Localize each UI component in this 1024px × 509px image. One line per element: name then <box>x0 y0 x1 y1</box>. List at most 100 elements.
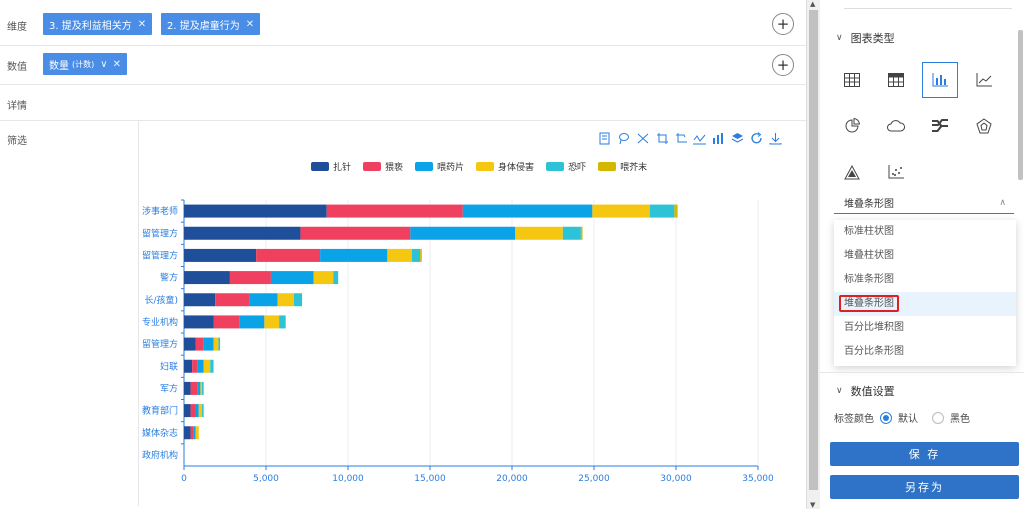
y-tick-label: 政府机构 <box>142 449 178 461</box>
bar-segment <box>202 404 204 418</box>
chevron-down-icon[interactable]: ∨ <box>100 58 108 70</box>
bar-segment <box>195 426 199 440</box>
table-icon[interactable] <box>834 62 870 98</box>
lasso-icon[interactable] <box>617 131 630 145</box>
option-label: 百分比条形图 <box>844 346 904 357</box>
x-tick-label: 20,000 <box>496 474 528 484</box>
rect-select-icon[interactable] <box>655 131 668 145</box>
bar-segment <box>326 204 463 218</box>
bar-segment <box>184 315 214 329</box>
legend-swatch <box>598 162 617 171</box>
line-type-icon[interactable] <box>693 131 706 145</box>
value-settings-section-header[interactable]: ∨ 数值设置 <box>836 383 895 399</box>
dimension-chip-1[interactable]: 3. 提及利益相关方 ✕ <box>43 13 153 35</box>
y-tick-label: 军方 <box>160 382 178 394</box>
chevron-down-icon: ∨ <box>836 33 843 43</box>
cloud-icon[interactable] <box>878 108 914 144</box>
y-tick-label: 长/孩童) <box>144 294 178 306</box>
scrollbar-thumb[interactable] <box>1018 30 1023 180</box>
data-view-icon[interactable] <box>598 131 611 145</box>
save-button[interactable]: 保 存 <box>830 442 1019 466</box>
scatter-icon[interactable] <box>878 154 914 190</box>
scroll-up-icon[interactable]: ▲ <box>810 0 816 8</box>
option-percent-bar[interactable]: 百分比条形图 <box>834 340 1016 364</box>
x-tick-label: 30,000 <box>660 474 692 484</box>
add-dimension-button[interactable]: + <box>772 13 794 35</box>
radio-black[interactable] <box>932 411 944 424</box>
bar-segment <box>190 404 196 418</box>
x-tick-label: 0 <box>181 474 187 484</box>
bar-segment <box>462 204 593 218</box>
bar-type-icon[interactable] <box>712 131 725 145</box>
save-as-button[interactable]: 另存为 <box>830 475 1019 499</box>
legend-label: 扎针 <box>333 163 352 173</box>
legend-item[interactable]: 扎针 <box>311 160 351 173</box>
chip-text: 2. 提及虐童行为 <box>167 20 240 32</box>
close-icon[interactable]: ✕ <box>245 18 255 30</box>
dimension-chip-2[interactable]: 2. 提及虐童行为 ✕ <box>161 13 261 35</box>
bar-segment <box>210 359 214 373</box>
x-tick-label: 35,000 <box>742 474 774 484</box>
close-icon[interactable]: ✕ <box>137 18 147 30</box>
triangle-icon[interactable] <box>834 154 870 190</box>
option-standard-column[interactable]: 标准柱状图 <box>834 220 1016 244</box>
settings-panel: ∨ 图表类型 堆叠条形图 ∧ 标准柱状图 堆叠柱状图 标准条形图 堆叠条形图 百… <box>820 0 1024 509</box>
add-measure-button[interactable]: + <box>772 54 794 76</box>
stack-icon[interactable] <box>731 131 744 145</box>
bar-segment <box>580 226 583 240</box>
scroll-down-icon[interactable]: ▼ <box>810 501 816 509</box>
chart-toolbar <box>598 131 782 145</box>
bar-segment <box>197 381 201 395</box>
pie-chart-icon[interactable] <box>834 108 870 144</box>
legend-item[interactable]: 恐吓 <box>546 160 586 173</box>
legend-item[interactable]: 喂芥末 <box>598 160 647 173</box>
chip-text: 数量 <box>49 60 69 72</box>
panel-scrollbar[interactable] <box>1018 0 1024 509</box>
dimension-label: 维度 <box>7 22 27 33</box>
bar-segment <box>562 226 581 240</box>
x-tick-label: 15,000 <box>414 474 446 484</box>
bar-segment <box>277 293 294 307</box>
bar-segment <box>387 248 412 262</box>
close-icon[interactable]: ✕ <box>112 58 121 70</box>
bar-chart-icon[interactable] <box>922 62 958 98</box>
option-standard-bar[interactable]: 标准条形图 <box>834 268 1016 292</box>
chip-suffix: (计数) <box>72 59 95 69</box>
radio-default[interactable] <box>880 411 892 424</box>
polygon-select-icon[interactable] <box>674 131 687 145</box>
bar-segment <box>649 204 675 218</box>
chart-type-section-header[interactable]: ∨ 图表类型 <box>836 30 895 46</box>
bar-segment <box>264 315 280 329</box>
bar-segment <box>270 271 314 285</box>
sankey-icon[interactable] <box>922 108 958 144</box>
bar-segment <box>320 248 388 262</box>
option-stacked-column[interactable]: 堆叠柱状图 <box>834 244 1016 268</box>
scrollbar-thumb[interactable] <box>809 10 818 490</box>
legend-item[interactable]: 身体侵害 <box>476 160 534 173</box>
option-stacked-bar[interactable]: 堆叠条形图 <box>834 292 1016 316</box>
chart-type-grid <box>834 62 1002 190</box>
option-label: 标准柱状图 <box>844 226 894 237</box>
pivot-table-icon[interactable] <box>878 62 914 98</box>
divider <box>138 121 139 506</box>
bar-segment <box>184 293 216 307</box>
bar-segment <box>249 293 278 307</box>
legend-item[interactable]: 猥亵 <box>363 160 403 173</box>
clear-icon[interactable] <box>636 131 649 145</box>
measure-chip[interactable]: 数量 (计数) ∨ ✕ <box>43 53 127 75</box>
main-scrollbar[interactable]: ▲ ▼ <box>806 0 820 509</box>
chart-legend: 扎针 猥亵 喂药片 身体侵害 恐吓 喂芥末 <box>311 160 647 173</box>
y-tick-label: 警方 <box>160 272 178 284</box>
option-percent-stacked[interactable]: 百分比堆积图 <box>834 316 1016 340</box>
refresh-icon[interactable] <box>750 131 763 145</box>
legend-item[interactable]: 喂药片 <box>415 160 464 173</box>
bar-segment <box>202 381 204 395</box>
chart-type-select[interactable]: 堆叠条形图 ∧ <box>834 192 1014 214</box>
legend-label: 猥亵 <box>385 163 404 173</box>
download-icon[interactable] <box>769 131 782 145</box>
y-tick-label: 教育部门 <box>142 405 178 417</box>
bar-segment <box>192 359 198 373</box>
radar-icon[interactable] <box>966 108 1002 144</box>
line-chart-icon[interactable] <box>966 62 1002 98</box>
legend-swatch <box>311 162 329 171</box>
